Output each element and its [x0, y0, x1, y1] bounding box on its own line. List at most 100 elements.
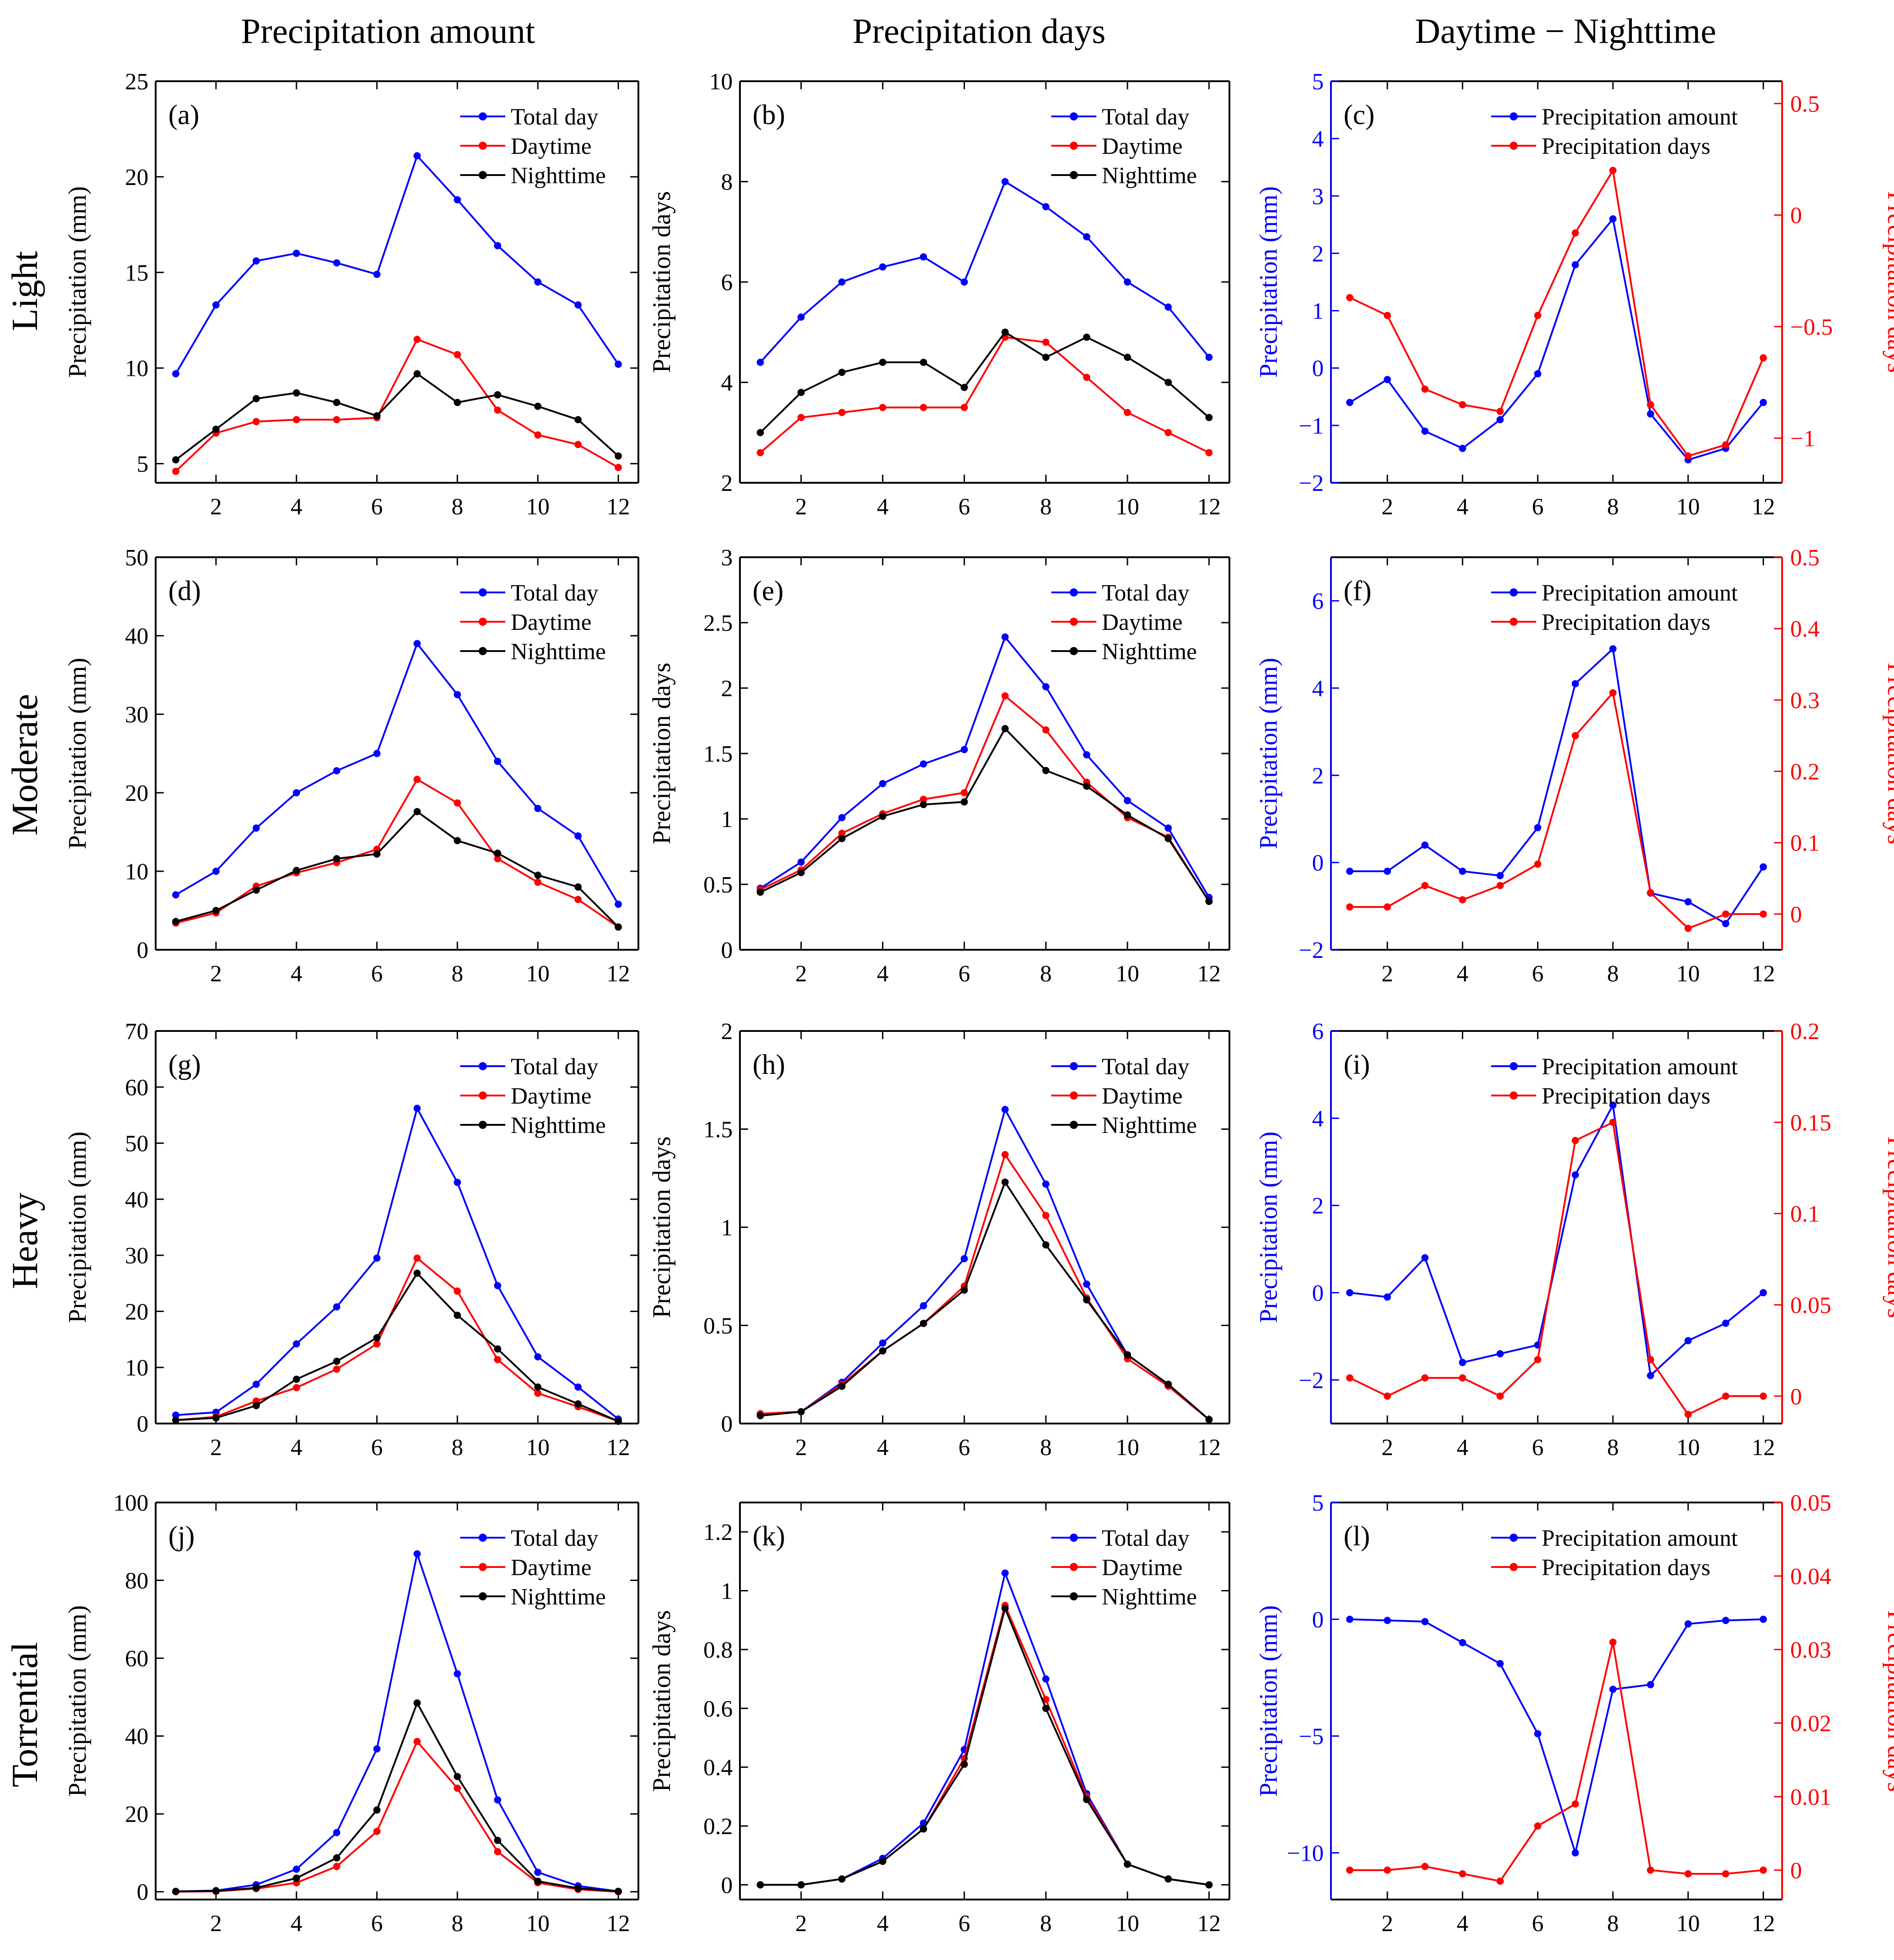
data-point — [1571, 1137, 1579, 1144]
column-title-days: Precipitation days — [852, 11, 1105, 51]
data-point — [1571, 1171, 1579, 1179]
data-point — [1571, 732, 1579, 740]
series-line — [760, 727, 1210, 902]
x-tick-label: 2 — [210, 494, 222, 520]
data-point — [534, 402, 542, 410]
panel-a: 2 4 6 8 10 12 5 10 15 20 25 Precipitation (mm) (a) To… — [64, 69, 639, 520]
legend: Total day Daytime Nighttime — [460, 580, 606, 665]
panel-f: 2 4 6 8 10 12 −2 0 2 4 6 0 0.1 0.2 0.3 0.4 0.5 Precipitat… — [1255, 545, 1894, 987]
legend-marker — [1070, 1563, 1078, 1571]
data-point — [574, 1884, 582, 1892]
data-point — [1205, 897, 1213, 905]
panel-i: 2 4 6 8 10 12 −2 0 2 4 6 0 0.05 0.1 0.15 0.2 Precipitati… — [1255, 1019, 1894, 1461]
y-tick-label-right: 0.03 — [1790, 1637, 1831, 1663]
series-line — [760, 1152, 1210, 1420]
row-title-moderate: Moderate — [4, 694, 45, 836]
data-point — [1534, 1730, 1542, 1738]
data-point — [1205, 1416, 1213, 1424]
series-line — [760, 1570, 1210, 1886]
data-point — [1346, 1289, 1354, 1296]
data-point — [1205, 353, 1213, 361]
y-tick-label: 4 — [721, 370, 733, 396]
data-point — [1042, 203, 1050, 211]
data-point — [1760, 1866, 1767, 1874]
legend: Precipitation amount Precipitation days — [1491, 1054, 1738, 1109]
y-tick-label: 1.2 — [703, 1520, 733, 1545]
data-point — [1647, 410, 1654, 418]
y-axis-label-right: Precipitation days — [1882, 1137, 1894, 1318]
data-point — [1083, 333, 1090, 341]
data-point — [534, 1383, 542, 1391]
x-tick-label: 10 — [1116, 1435, 1139, 1461]
series-total-day — [757, 1569, 1213, 1889]
y-tick-label: 4 — [1312, 126, 1324, 152]
x-tick-label: 6 — [958, 494, 970, 520]
x-tick-label: 2 — [1381, 1911, 1393, 1937]
data-point — [1684, 925, 1692, 932]
data-point — [212, 868, 220, 875]
y-tick-label: 20 — [125, 1299, 148, 1325]
y-tick-label: 0 — [1312, 356, 1324, 382]
data-point — [961, 278, 968, 286]
data-point — [1042, 338, 1050, 346]
y-tick-label: 0 — [137, 1880, 148, 1905]
data-point — [1123, 1860, 1131, 1868]
data-point — [757, 359, 764, 366]
data-point — [1346, 1615, 1354, 1623]
data-point — [879, 813, 887, 820]
series-nighttime — [757, 725, 1213, 905]
x-tick-label: 10 — [526, 1435, 550, 1461]
data-point — [1722, 1617, 1729, 1624]
series-line — [760, 1603, 1210, 1886]
series-line — [176, 778, 619, 928]
data-point — [838, 829, 846, 837]
data-point — [1042, 1696, 1050, 1703]
legend-label: Nighttime — [511, 1113, 606, 1138]
series-line — [1349, 217, 1764, 461]
data-point — [961, 798, 968, 806]
y-tick-label: 10 — [709, 69, 733, 95]
data-point — [838, 278, 846, 286]
y-tick-label: 20 — [125, 165, 148, 190]
series-daytime — [172, 1738, 622, 1895]
series-line — [1349, 1618, 1764, 1857]
data-point — [333, 399, 341, 406]
legend: Total day Daytime Nighttime — [460, 104, 606, 189]
y-tick-label: 3 — [721, 545, 733, 571]
y-tick-label-right: 0.05 — [1790, 1293, 1831, 1318]
data-point — [919, 801, 927, 809]
data-point — [212, 301, 220, 309]
y-tick-label-right: 0 — [1790, 203, 1802, 229]
series-precipitation-amount — [1346, 645, 1767, 927]
data-point — [1384, 312, 1391, 319]
panel-label: (e) — [753, 576, 784, 606]
data-point — [1083, 751, 1090, 758]
panel-g: 2 4 6 8 10 12 0 10 20 30 40 50 60 70 Precipitation (mm… — [64, 1019, 639, 1461]
data-point — [757, 1412, 764, 1419]
data-point — [1164, 1381, 1172, 1388]
data-point — [961, 384, 968, 391]
data-point — [494, 391, 501, 399]
data-point — [757, 429, 764, 436]
data-point — [919, 404, 927, 411]
data-point — [1001, 1106, 1009, 1113]
x-tick-label: 12 — [1751, 1911, 1775, 1937]
data-point — [1083, 233, 1090, 240]
x-tick-label: 8 — [452, 1435, 463, 1461]
data-point — [1571, 680, 1579, 688]
legend-label: Nighttime — [1102, 1584, 1197, 1610]
data-point — [1459, 401, 1466, 408]
row-title-heavy: Heavy — [4, 1193, 45, 1289]
data-point — [1684, 1410, 1692, 1418]
x-tick-label: 8 — [1607, 961, 1619, 987]
y-axis-label-right: Precipitation days — [1882, 1610, 1894, 1792]
legend-label: Total day — [511, 104, 598, 130]
data-point — [333, 855, 341, 863]
data-point — [1459, 444, 1466, 452]
data-point — [494, 1796, 501, 1804]
series-line — [175, 372, 619, 461]
series-line — [760, 1180, 1210, 1420]
y-axis-label: Precipitation (mm) — [1255, 658, 1283, 850]
data-point — [1164, 824, 1172, 832]
y-tick-label: 20 — [125, 1802, 148, 1827]
